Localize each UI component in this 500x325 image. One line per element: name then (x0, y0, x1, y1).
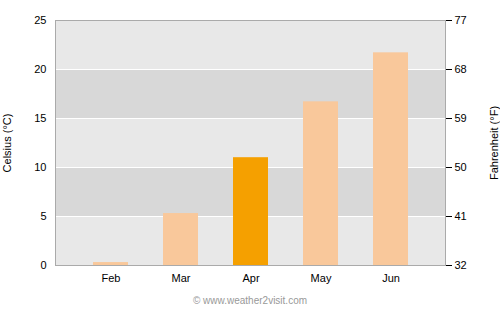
svg-text:25: 25 (34, 14, 46, 26)
svg-text:5: 5 (40, 210, 46, 222)
svg-text:Feb: Feb (102, 272, 121, 284)
svg-text:15: 15 (34, 112, 46, 124)
svg-text:77: 77 (455, 14, 467, 26)
svg-text:Celsius (°C): Celsius (°C) (1, 114, 13, 173)
svg-text:41: 41 (455, 210, 467, 222)
svg-text:0: 0 (40, 259, 46, 271)
svg-text:Fahrenheit (°F): Fahrenheit (°F) (488, 106, 500, 180)
svg-text:10: 10 (34, 161, 46, 173)
svg-text:68: 68 (455, 63, 467, 75)
svg-text:Apr: Apr (242, 272, 259, 284)
svg-text:Jun: Jun (382, 272, 400, 284)
svg-text:59: 59 (455, 112, 467, 124)
svg-text:50: 50 (455, 161, 467, 173)
html-text:© www.weather2visit.com: © www.weather2visit.com (193, 295, 307, 306)
svg-text:Mar: Mar (172, 272, 191, 284)
svg-text:May: May (311, 272, 332, 284)
svg-text:32: 32 (455, 259, 467, 271)
svg-text:20: 20 (34, 63, 46, 75)
